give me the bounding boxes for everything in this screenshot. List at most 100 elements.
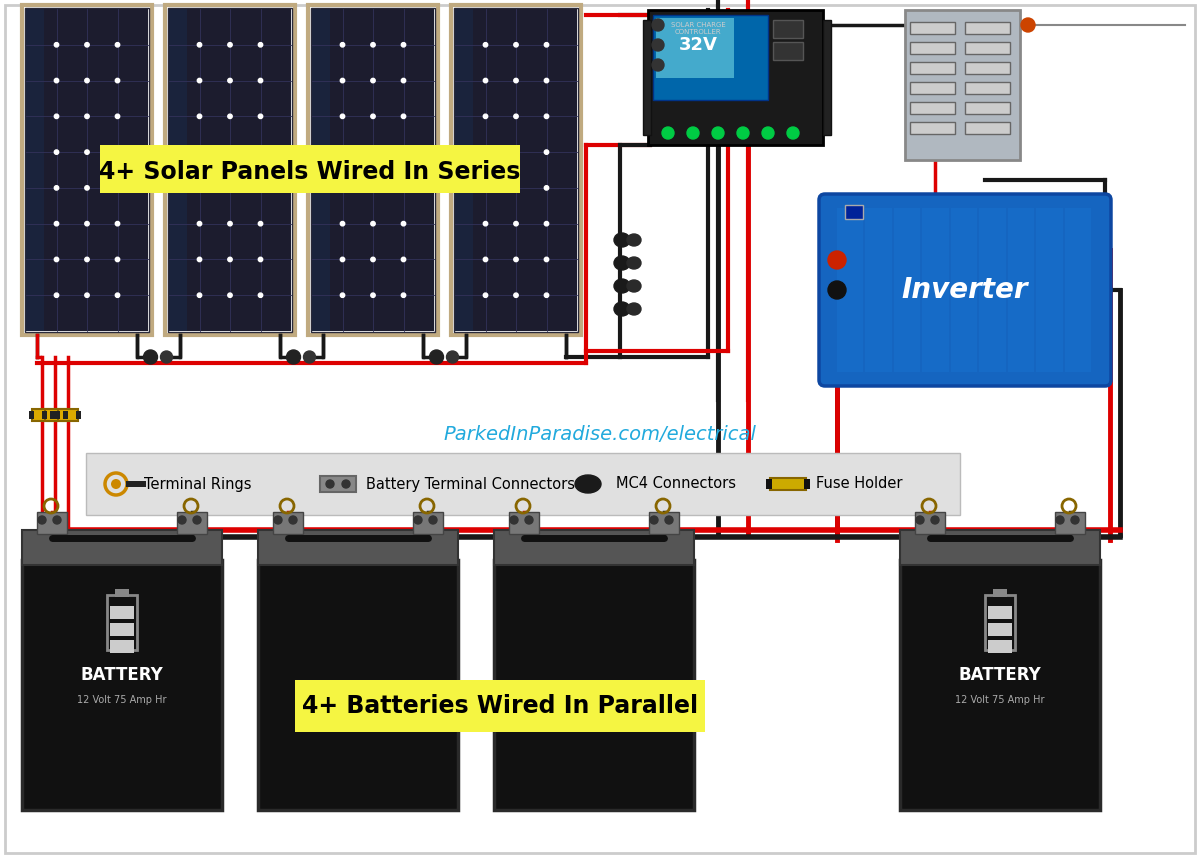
Circle shape: [371, 114, 376, 118]
Circle shape: [258, 221, 263, 226]
Circle shape: [484, 293, 487, 298]
Circle shape: [342, 480, 350, 488]
Circle shape: [484, 150, 487, 154]
Bar: [910, 102, 955, 114]
Circle shape: [430, 516, 437, 524]
Circle shape: [54, 150, 59, 154]
Text: MC4 Connectors: MC4 Connectors: [616, 476, 736, 492]
Circle shape: [401, 221, 406, 226]
Circle shape: [228, 43, 233, 47]
Circle shape: [401, 257, 406, 262]
Circle shape: [197, 185, 202, 190]
Bar: [107, 595, 137, 650]
Ellipse shape: [628, 257, 641, 269]
Bar: [1064, 208, 1091, 372]
Circle shape: [371, 293, 376, 298]
Circle shape: [484, 78, 487, 82]
Circle shape: [54, 221, 59, 226]
Circle shape: [115, 43, 120, 47]
Ellipse shape: [628, 303, 641, 315]
Bar: [110, 640, 134, 653]
Circle shape: [514, 185, 518, 190]
Circle shape: [371, 150, 376, 154]
Circle shape: [54, 43, 59, 47]
Circle shape: [228, 221, 233, 226]
Circle shape: [414, 516, 422, 524]
Bar: [46, 409, 65, 421]
Circle shape: [514, 257, 518, 262]
Ellipse shape: [628, 280, 641, 292]
Bar: [455, 9, 473, 331]
Text: 32V: 32V: [678, 36, 718, 54]
Bar: [37, 512, 67, 534]
Bar: [312, 9, 330, 331]
Ellipse shape: [614, 233, 630, 247]
Circle shape: [54, 185, 59, 190]
Circle shape: [341, 114, 344, 118]
Circle shape: [341, 257, 344, 262]
Circle shape: [514, 78, 518, 82]
Circle shape: [401, 293, 406, 298]
Bar: [773, 20, 803, 38]
Bar: [22, 5, 152, 335]
Bar: [169, 9, 292, 331]
Circle shape: [545, 185, 548, 190]
Bar: [1055, 512, 1085, 534]
Text: Battery Terminal Connectors: Battery Terminal Connectors: [366, 476, 575, 492]
Bar: [910, 22, 955, 34]
Circle shape: [401, 150, 406, 154]
Bar: [455, 9, 577, 331]
Circle shape: [484, 185, 487, 190]
Bar: [988, 606, 1012, 619]
Circle shape: [258, 293, 263, 298]
Circle shape: [545, 114, 548, 118]
Bar: [110, 606, 134, 619]
Ellipse shape: [446, 351, 458, 363]
Bar: [58, 409, 78, 421]
Bar: [950, 208, 977, 372]
Text: ParkedInParadise.com/electrical: ParkedInParadise.com/electrical: [444, 426, 756, 444]
Circle shape: [341, 150, 344, 154]
Ellipse shape: [614, 279, 630, 293]
Circle shape: [289, 516, 298, 524]
Circle shape: [526, 516, 533, 524]
Bar: [64, 411, 68, 419]
Circle shape: [341, 78, 344, 82]
Circle shape: [371, 78, 376, 82]
Circle shape: [1056, 516, 1064, 524]
Circle shape: [401, 114, 406, 118]
Circle shape: [401, 185, 406, 190]
Ellipse shape: [614, 256, 630, 270]
Circle shape: [484, 114, 487, 118]
Circle shape: [326, 480, 334, 488]
FancyBboxPatch shape: [295, 680, 706, 732]
Bar: [26, 9, 44, 331]
Bar: [770, 478, 806, 490]
Bar: [509, 512, 539, 534]
Ellipse shape: [430, 350, 444, 364]
Circle shape: [115, 78, 120, 82]
Circle shape: [916, 516, 924, 524]
Bar: [894, 208, 920, 372]
Circle shape: [54, 114, 59, 118]
Circle shape: [545, 257, 548, 262]
Bar: [965, 102, 1010, 114]
Bar: [994, 589, 1007, 597]
Bar: [274, 512, 302, 534]
Circle shape: [112, 479, 121, 489]
Circle shape: [931, 516, 940, 524]
Bar: [320, 476, 356, 492]
Bar: [22, 560, 222, 810]
Bar: [258, 530, 458, 565]
Circle shape: [762, 127, 774, 139]
Bar: [845, 205, 863, 219]
Text: BATTERY: BATTERY: [80, 666, 163, 684]
Circle shape: [737, 127, 749, 139]
Bar: [979, 208, 1006, 372]
Bar: [773, 42, 803, 60]
Bar: [823, 20, 830, 135]
Text: Inverter: Inverter: [901, 276, 1028, 304]
Bar: [643, 20, 650, 135]
Circle shape: [54, 78, 59, 82]
Circle shape: [514, 150, 518, 154]
